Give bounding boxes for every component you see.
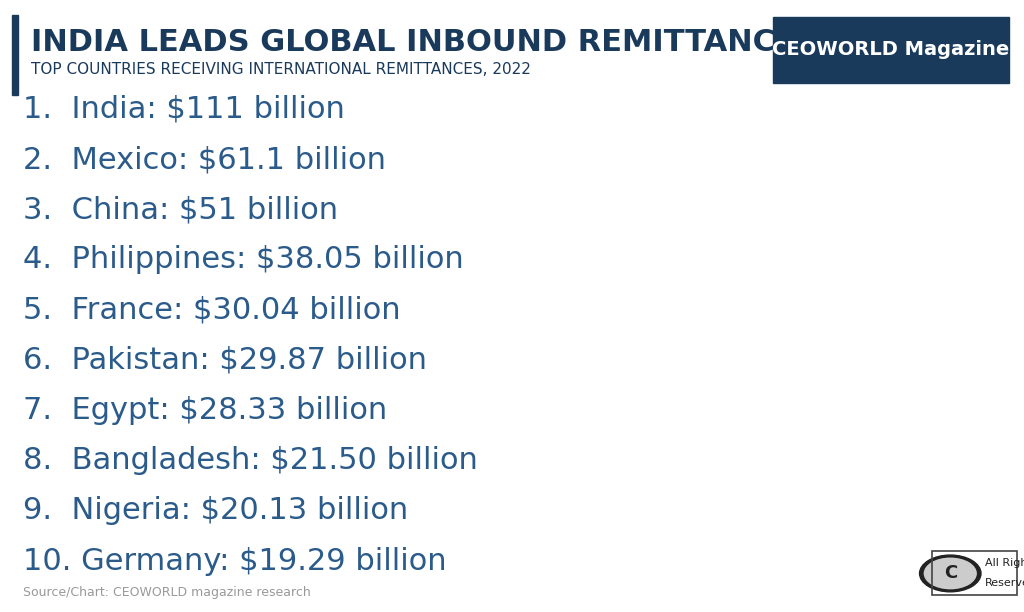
Text: TOP COUNTRIES RECEIVING INTERNATIONAL REMITTANCES, 2022: TOP COUNTRIES RECEIVING INTERNATIONAL RE… [31, 62, 530, 78]
Text: All Rights: All Rights [985, 558, 1024, 568]
Text: 10. Germany: $19.29 billion: 10. Germany: $19.29 billion [23, 547, 446, 575]
Text: 3.  China: $51 billion: 3. China: $51 billion [23, 195, 338, 224]
Text: 7.  Egypt: $28.33 billion: 7. Egypt: $28.33 billion [23, 396, 387, 425]
Text: Reserved: Reserved [985, 578, 1024, 588]
Text: 8.  Bangladesh: $21.50 billion: 8. Bangladesh: $21.50 billion [23, 446, 477, 475]
FancyBboxPatch shape [773, 17, 1009, 83]
Text: C: C [944, 564, 956, 583]
Circle shape [920, 555, 981, 592]
Text: 1.  India: $111 billion: 1. India: $111 billion [23, 95, 344, 124]
Bar [932, 551, 1017, 595]
Bar [12, 15, 18, 95]
Text: 5.  France: $30.04 billion: 5. France: $30.04 billion [23, 296, 400, 324]
Circle shape [924, 558, 977, 589]
Text: 9.  Nigeria: $20.13 billion: 9. Nigeria: $20.13 billion [23, 496, 408, 525]
Text: 6.  Pakistan: $29.87 billion: 6. Pakistan: $29.87 billion [23, 346, 427, 375]
Text: CEOWORLD Magazine: CEOWORLD Magazine [772, 40, 1010, 59]
Text: INDIA LEADS GLOBAL INBOUND REMITTANCES: INDIA LEADS GLOBAL INBOUND REMITTANCES [31, 28, 817, 56]
Text: Source/Chart: CEOWORLD magazine research: Source/Chart: CEOWORLD magazine research [23, 586, 310, 599]
Text: 2.  Mexico: $61.1 billion: 2. Mexico: $61.1 billion [23, 145, 385, 174]
Text: 4.  Philippines: $38.05 billion: 4. Philippines: $38.05 billion [23, 245, 463, 274]
